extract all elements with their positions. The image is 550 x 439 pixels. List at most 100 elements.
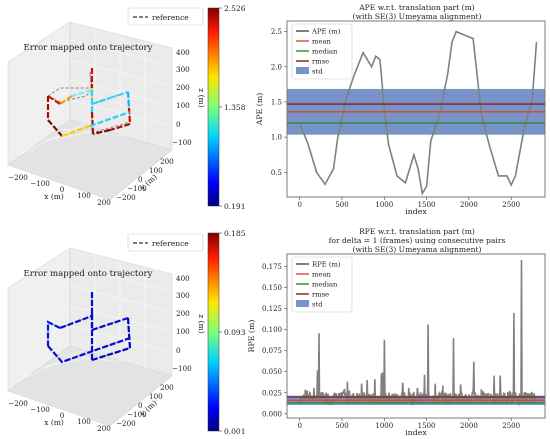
x-ticks: −200 −100 0 100 200 — [8, 173, 111, 207]
y-tick-label: 2.5 — [271, 28, 282, 36]
legend-std-swatch — [296, 300, 309, 307]
x-tick-label: 2500 — [502, 422, 520, 430]
legend-reference-label: reference — [152, 239, 189, 248]
svg-text:−200: −200 — [8, 173, 28, 182]
svg-text:100: 100 — [149, 392, 163, 401]
rpe-legend: RPE (m) mean median rmse std — [291, 256, 353, 313]
legend-series-label: APE (m) — [311, 28, 341, 36]
x-axis-label: x (m) — [44, 192, 64, 201]
svg-text:100: 100 — [176, 327, 190, 336]
y-tick-label: 0.5 — [271, 169, 282, 177]
svg-text:0: 0 — [60, 185, 65, 194]
legend-rmse-label: rmse — [312, 58, 329, 66]
ape-legend: APE (m) mean median rmse std — [291, 23, 353, 80]
svg-text:200: 200 — [176, 83, 190, 92]
colorbar-ticks: 0.185 0.093 0.001 — [219, 229, 246, 436]
y-tick-label: 0.075 — [262, 347, 282, 355]
svg-text:0: 0 — [176, 120, 181, 129]
svg-text:300: 300 — [176, 291, 190, 300]
ape-title: APE w.r.t. translation part (m) — [358, 3, 475, 12]
y-tick-label: 0.050 — [262, 368, 282, 376]
x-tick-label: 1500 — [418, 201, 436, 209]
svg-text:200: 200 — [160, 157, 174, 166]
svg-text:−200: −200 — [8, 399, 28, 408]
x-tick-label: 500 — [335, 201, 348, 209]
svg-text:0: 0 — [138, 401, 143, 410]
svg-text:0.001: 0.001 — [224, 427, 245, 436]
rpe-y-axis-label: RPE (m) — [247, 320, 256, 353]
trajectory-panel-top: Error mapped onto trajectory reference −… — [7, 4, 246, 211]
y-tick-label: 0.100 — [262, 326, 282, 334]
x-tick-label: 0 — [297, 201, 301, 209]
z-axis-label: z (m) — [197, 88, 206, 107]
y-tick-label: 0.175 — [262, 263, 282, 271]
legend-std-label: std — [312, 301, 323, 309]
trajectory-panel-bottom: Error mapped onto trajectory reference −… — [7, 229, 246, 436]
svg-text:−200: −200 — [116, 193, 136, 202]
svg-text:0: 0 — [60, 411, 65, 420]
pane-floor — [7, 119, 173, 201]
svg-text:300: 300 — [176, 65, 190, 74]
ape-subtitle: (with SE(3) Umeyama alignment) — [353, 12, 482, 21]
z-ticks: −100 0 100 200 300 400 — [172, 48, 192, 147]
legend-box — [127, 7, 204, 26]
svg-text:0.185: 0.185 — [224, 229, 246, 238]
svg-text:100: 100 — [77, 417, 91, 426]
svg-text:0: 0 — [176, 346, 181, 355]
svg-text:200: 200 — [97, 198, 111, 207]
x-axis-label: x (m) — [44, 418, 64, 427]
svg-text:−100: −100 — [127, 184, 147, 193]
y-tick-label: 2.0 — [271, 63, 282, 71]
svg-text:100: 100 — [149, 166, 163, 175]
x-tick-label: 2500 — [502, 201, 520, 209]
legend-mean-label: mean — [312, 271, 332, 279]
legend-mean-label: mean — [312, 38, 332, 46]
pane-floor — [7, 345, 173, 427]
error-trajectory — [46, 292, 132, 364]
svg-text:−100: −100 — [30, 179, 50, 188]
reference-trajectory — [47, 71, 131, 134]
legend-box — [127, 233, 204, 252]
ape-x-axis-label: index — [405, 207, 427, 216]
z-ticks: −100 0 100 200 300 400 — [172, 274, 192, 373]
legend-rmse-label: rmse — [312, 291, 329, 299]
x-tick-label: 1500 — [418, 422, 436, 430]
x-tick-label: 2000 — [460, 201, 478, 209]
svg-text:400: 400 — [176, 48, 190, 57]
x-tick-label: 2000 — [460, 422, 478, 430]
x-ticks: −200 −100 0 100 200 — [8, 399, 111, 433]
svg-text:2.526: 2.526 — [224, 4, 246, 13]
legend-std-swatch — [296, 67, 309, 74]
svg-text:−100: −100 — [30, 405, 50, 414]
svg-text:−100: −100 — [172, 364, 192, 373]
svg-text:−100: −100 — [172, 138, 192, 147]
error-series-line — [298, 30, 538, 196]
trajectory-title: Error mapped onto trajectory — [23, 269, 152, 279]
rpe-title: RPE w.r.t. translation part (m) — [359, 227, 475, 236]
rpe-panel: RPE w.r.t. translation part (m) for delt… — [247, 227, 546, 437]
y-ticks: −200 −100 0 100 200 — [116, 157, 174, 202]
y-tick-label: 1.0 — [271, 134, 282, 142]
x-tick-label: 1000 — [375, 422, 393, 430]
rpe-x-axis-label: index — [405, 428, 427, 437]
x-tick-label: 0 — [297, 422, 301, 430]
legend-reference-label: reference — [152, 13, 189, 22]
colorbar — [207, 7, 220, 207]
svg-text:100: 100 — [77, 191, 91, 200]
y-tick-label: 1.5 — [271, 98, 282, 106]
legend-median-label: median — [312, 48, 338, 56]
svg-text:200: 200 — [97, 424, 111, 433]
svg-text:−100: −100 — [127, 410, 147, 419]
svg-text:400: 400 — [176, 274, 190, 283]
svg-text:0.093: 0.093 — [224, 328, 246, 337]
ape-y-axis-label: APE (m) — [255, 93, 264, 127]
legend-series-label: RPE (m) — [312, 261, 341, 269]
legend-median-label: median — [312, 281, 338, 289]
svg-text:200: 200 — [176, 309, 190, 318]
y-ticks: −200 −100 0 100 200 — [116, 383, 174, 428]
colorbar-ticks: 2.526 1.358 0.191 — [219, 4, 246, 211]
grid-lines — [19, 254, 173, 381]
colorbar — [207, 232, 220, 432]
x-tick-label: 1000 — [375, 201, 393, 209]
